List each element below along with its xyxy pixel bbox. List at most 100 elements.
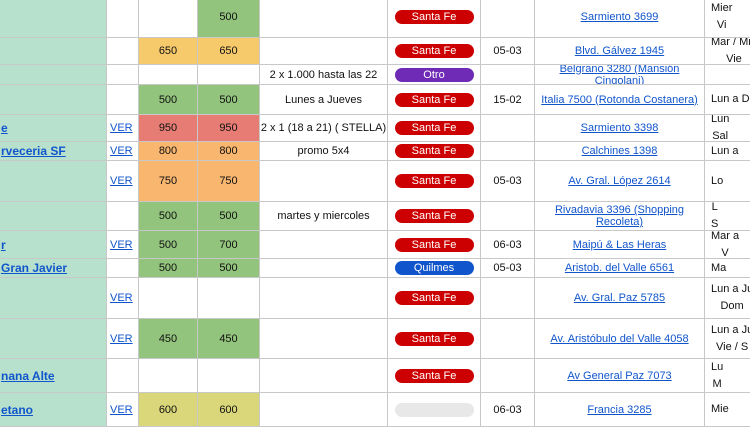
zone-chip[interactable]: Santa Fe [394,44,474,58]
ver-link[interactable]: VER [107,161,139,202]
price-cell: 650 [198,38,260,65]
schedule-cell: Mar a V [705,231,750,259]
zone-chip[interactable]: Santa Fe [394,174,474,188]
ver-link [107,65,139,85]
ver-link[interactable]: VER [107,115,139,142]
zone-cell[interactable]: Santa Fe [388,142,481,161]
price-cell [198,359,260,393]
address-link[interactable]: Francia 3285 [535,393,705,427]
schedule-cell: Ma [705,259,750,278]
address-link[interactable]: Av. Gral. Paz 5785 [535,278,705,319]
zone-cell[interactable]: Santa Fe [388,85,481,115]
schedule-cell: Lo [705,161,750,202]
address-link[interactable]: Av. Aristóbulo del Valle 4058 [535,319,705,359]
bar-name-link[interactable]: rveceria SF [0,142,107,161]
price-cell [139,278,198,319]
zone-cell[interactable]: Santa Fe [388,202,481,231]
ver-link[interactable]: VER [107,319,139,359]
zone-cell[interactable]: Santa Fe [388,0,481,38]
price-cell: 450 [139,319,198,359]
address-link[interactable]: Calchines 1398 [535,142,705,161]
schedule-cell: Mie [705,393,750,427]
zone-cell[interactable]: Santa Fe [388,115,481,142]
zone-chip[interactable]: Otro [394,67,474,82]
zone-cell[interactable]: Santa Fe [388,38,481,65]
bar-name-link[interactable]: r [0,231,107,259]
promo-cell: martes y miercoles [260,202,388,231]
zone-cell[interactable]: Santa Fe [388,319,481,359]
date-cell: 06-03 [481,393,535,427]
promo-cell: Lunes a Jueves [260,85,388,115]
promo-cell [260,161,388,202]
address-link[interactable]: Av General Paz 7073 [535,359,705,393]
zone-chip[interactable]: Quilmes [394,261,474,275]
zone-cell[interactable] [388,393,481,427]
date-cell: 05-03 [481,38,535,65]
ver-link[interactable]: VER [107,393,139,427]
address-link[interactable]: Sarmiento 3699 [535,0,705,38]
zone-chip[interactable]: Santa Fe [394,10,474,24]
address-link[interactable]: Sarmiento 3398 [535,115,705,142]
schedule-cell: Lun a Ju Vie / S [705,319,750,359]
price-cell: 750 [139,161,198,202]
price-cell [139,0,198,38]
schedule-cell [705,65,750,85]
date-cell: 05-03 [481,259,535,278]
schedule-cell: Lun a [705,142,750,161]
price-cell: 800 [198,142,260,161]
promo-cell: promo 5x4 [260,142,388,161]
price-cell [198,65,260,85]
zone-cell[interactable]: Otro [388,65,481,85]
price-cell: 500 [198,85,260,115]
date-cell [481,115,535,142]
zone-cell[interactable]: Santa Fe [388,278,481,319]
zone-chip[interactable]: Santa Fe [394,368,474,383]
bar-name-link[interactable]: e [0,115,107,142]
zone-chip[interactable]: Santa Fe [394,121,474,135]
zone-cell[interactable]: Santa Fe [388,231,481,259]
schedule-cell: Lun a Ju Dom [705,278,750,319]
date-cell [481,202,535,231]
promo-cell [260,38,388,65]
promo-cell: 2 x 1.000 hasta las 22 [260,65,388,85]
zone-chip[interactable] [394,402,474,417]
zone-chip[interactable]: Santa Fe [394,331,474,346]
zone-chip[interactable]: Santa Fe [394,209,474,223]
zone-chip[interactable]: Santa Fe [394,237,474,252]
schedule-cell: L S [705,202,750,231]
address-link[interactable]: Italia 7500 (Rotonda Costanera) [535,85,705,115]
date-cell: 05-03 [481,161,535,202]
bar-name-link[interactable]: etano [0,393,107,427]
address-link[interactable]: Aristob. del Valle 6561 [535,259,705,278]
ver-link[interactable]: VER [107,278,139,319]
ver-link [107,0,139,38]
date-cell [481,0,535,38]
zone-chip[interactable]: Santa Fe [394,144,474,158]
address-link[interactable]: Av. Gral. López 2614 [535,161,705,202]
zone-cell[interactable]: Santa Fe [388,161,481,202]
price-cell: 600 [139,393,198,427]
address-link[interactable]: Rivadavia 3396 (Shopping Recoleta) [535,202,705,231]
date-cell [481,278,535,319]
price-cell: 950 [139,115,198,142]
bar-name-link[interactable]: nana Alte [0,359,107,393]
address-link[interactable]: Belgrano 3280 (Mansión Cingolani) [535,65,705,85]
zone-cell[interactable]: Santa Fe [388,359,481,393]
price-cell: 500 [198,259,260,278]
ver-link[interactable]: VER [107,231,139,259]
date-cell: 15-02 [481,85,535,115]
zone-cell[interactable]: Quilmes [388,259,481,278]
promo-cell [260,259,388,278]
date-cell [481,142,535,161]
ver-link[interactable]: VER [107,142,139,161]
schedule-cell: Lun a D [705,85,750,115]
price-cell: 450 [198,319,260,359]
bar-name-link[interactable]: Gran Javier [0,259,107,278]
address-link[interactable]: Maipú & Las Heras [535,231,705,259]
price-cell [139,65,198,85]
zone-chip[interactable]: Santa Fe [394,92,474,107]
address-link[interactable]: Blvd. Gálvez 1945 [535,38,705,65]
zone-chip[interactable]: Santa Fe [394,291,474,305]
promo-cell [260,278,388,319]
price-cell: 500 [139,85,198,115]
